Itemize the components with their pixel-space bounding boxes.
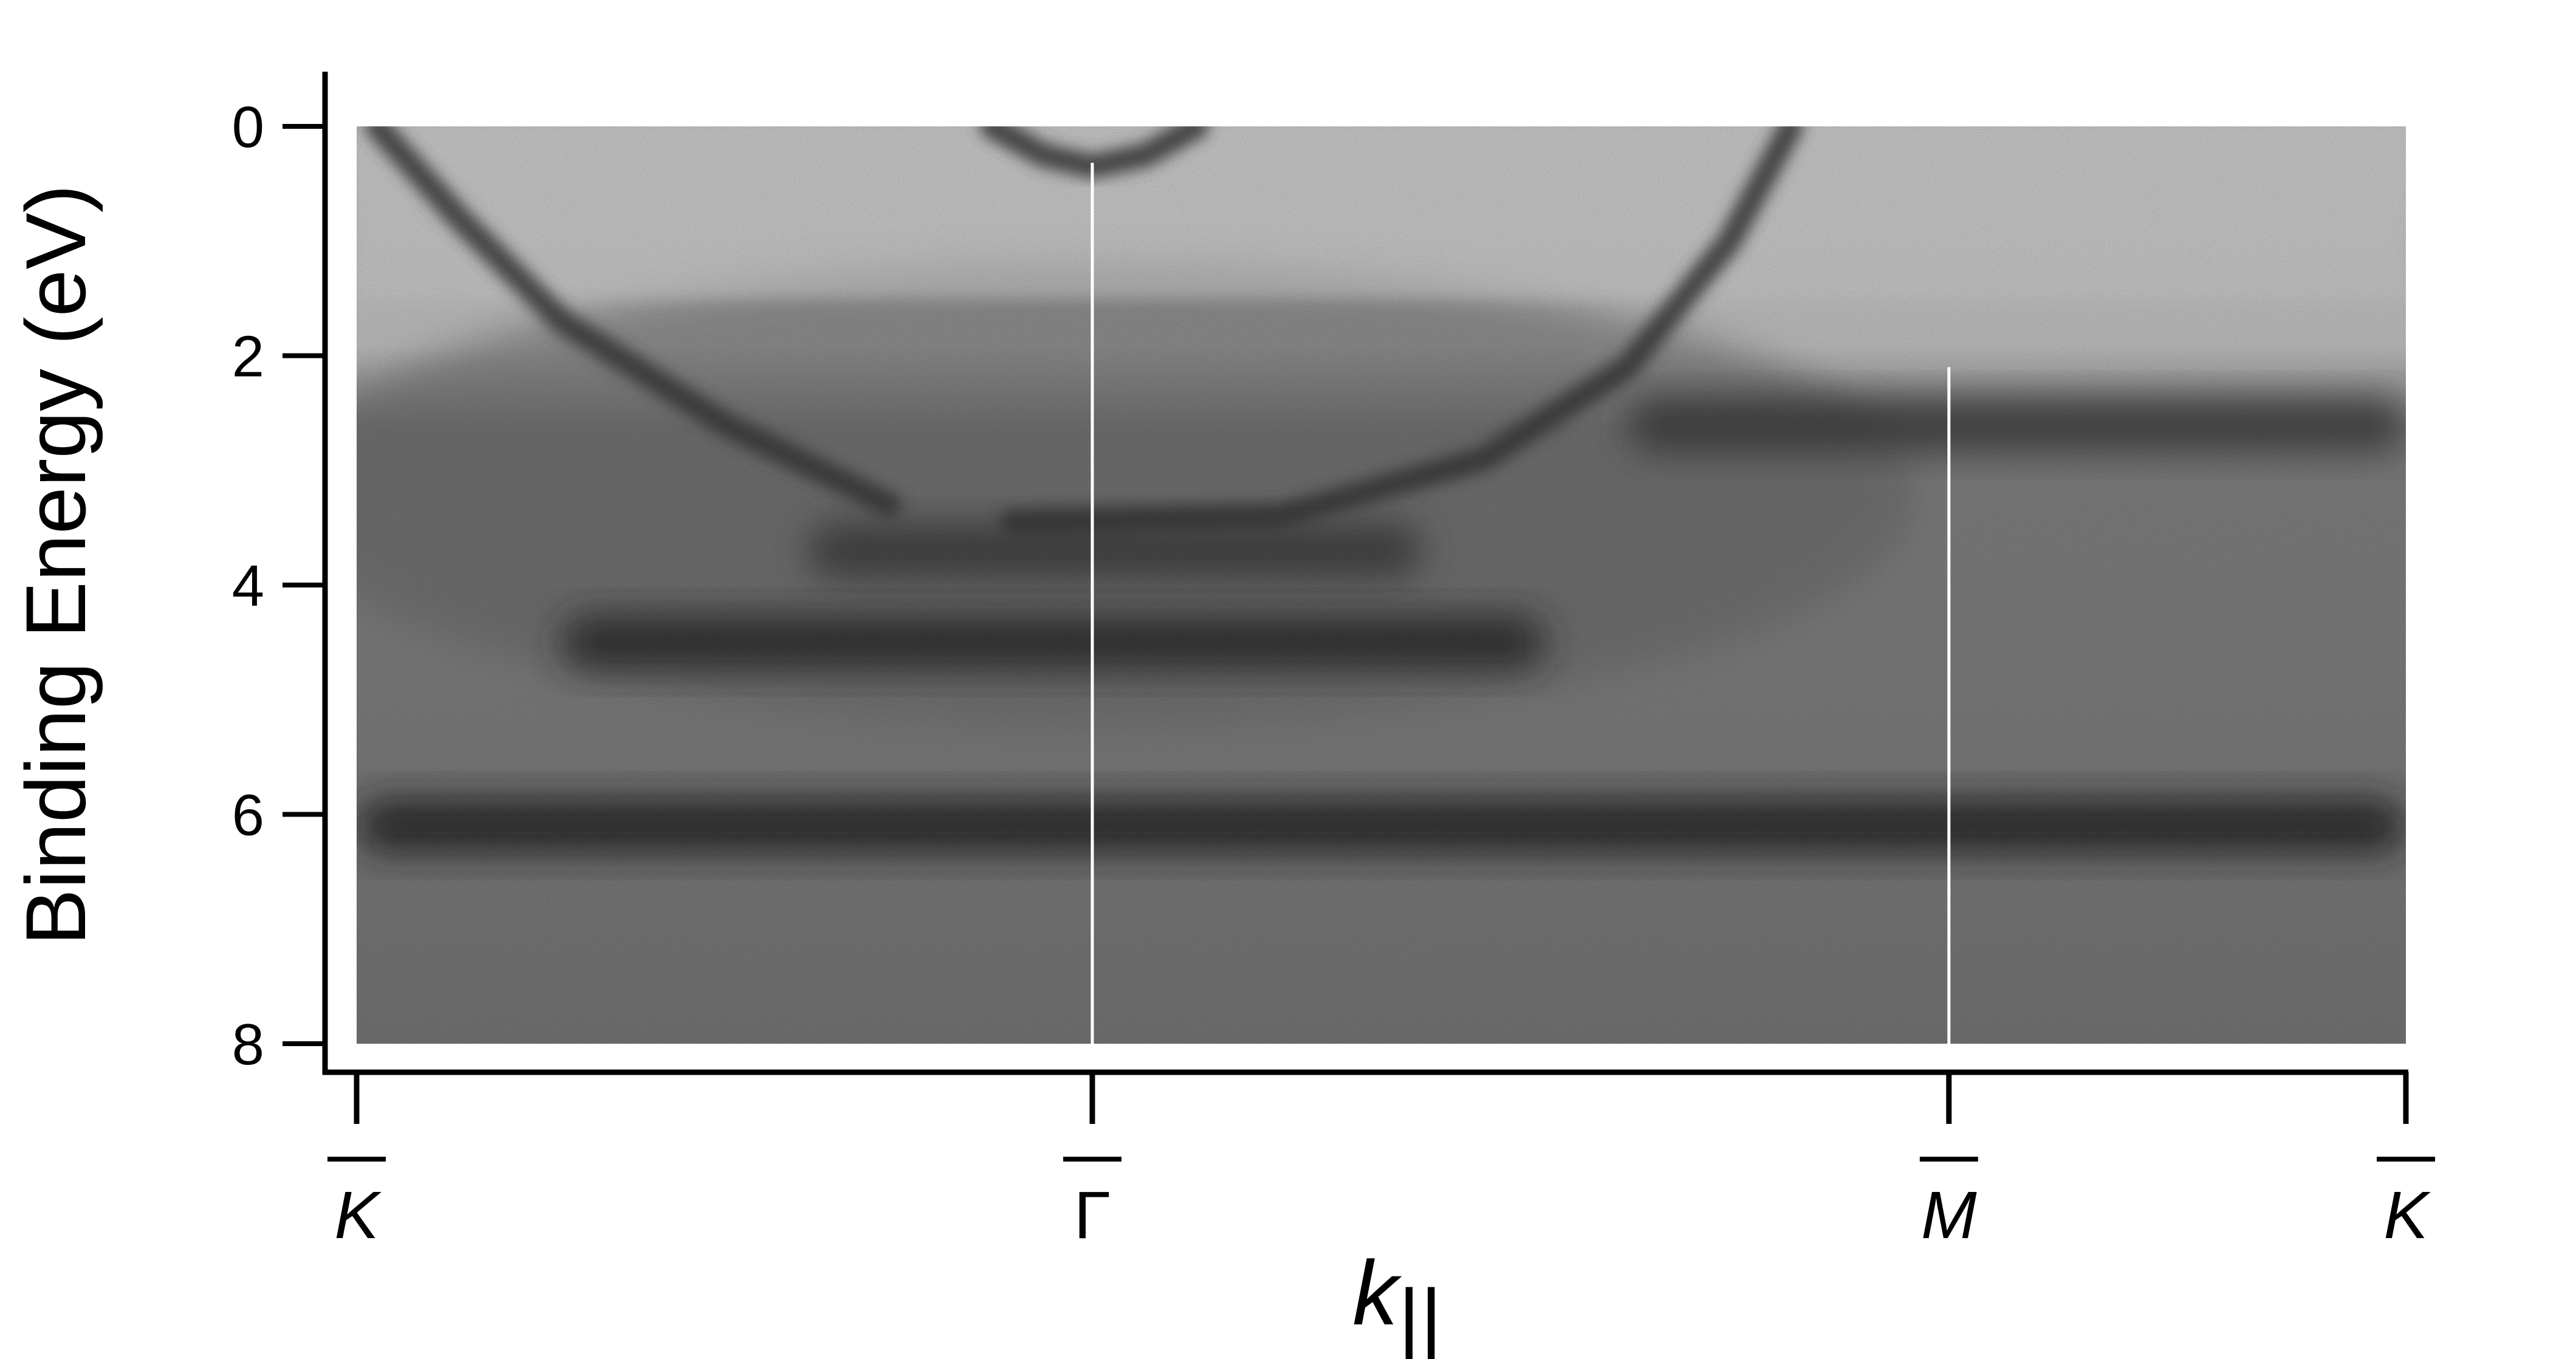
x-tick-label: K	[2383, 1178, 2431, 1253]
high-symmetry-vertical-lines	[1091, 163, 1951, 1044]
y-tick-label: 6	[232, 783, 264, 848]
y-axis-ticks: 0 2 4 6 8	[232, 95, 325, 1077]
y-tick-label: 4	[232, 553, 264, 618]
x-axis-title: k||	[1352, 1242, 1442, 1359]
y-tick-label: 8	[232, 1012, 264, 1077]
y-tick-label: 0	[232, 95, 264, 160]
detector-noise	[357, 126, 2406, 1044]
axes	[322, 72, 2408, 1075]
y-axis-title: Binding Energy (eV)	[8, 185, 103, 946]
x-tick-label: K	[334, 1178, 382, 1253]
y-tick-label: 2	[232, 324, 264, 389]
spectral-map	[357, 126, 2406, 1044]
x-axis-title-subscript: ||	[1398, 1272, 1442, 1359]
x-tick-label: Γ	[1074, 1178, 1111, 1253]
x-axis-title-main: k	[1352, 1242, 1402, 1344]
x-tick-label: M	[1921, 1178, 1977, 1253]
